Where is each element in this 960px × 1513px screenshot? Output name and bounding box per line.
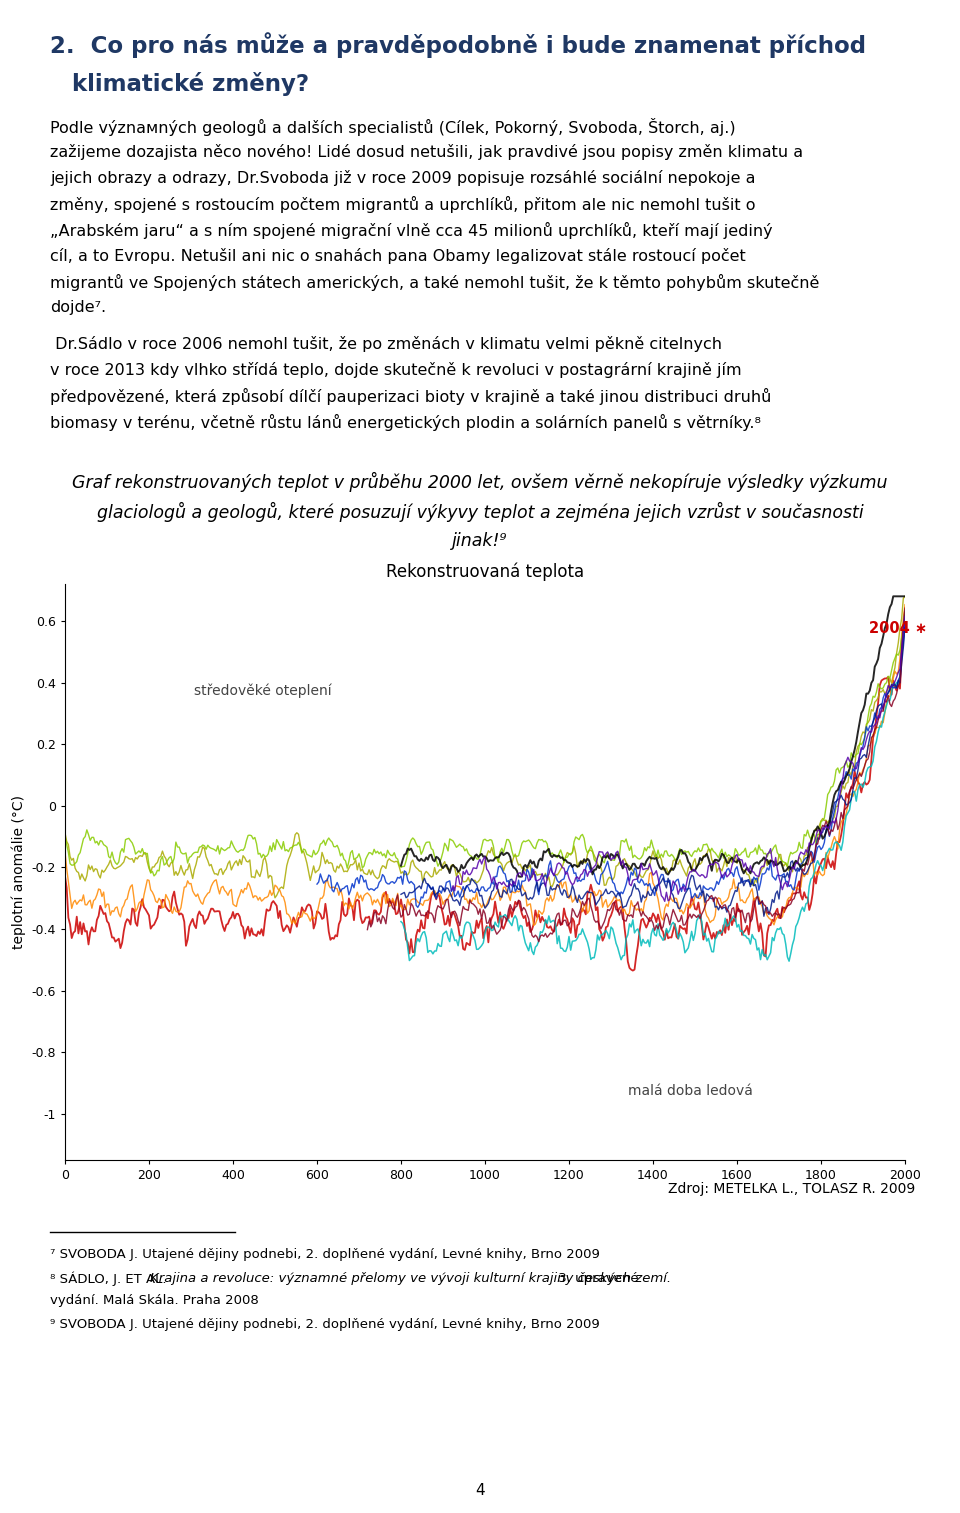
Text: jejich obrazy a odrazy, Dr.Svoboda již v roce 2009 popisuje rozsáhlé sociální ne: jejich obrazy a odrazy, Dr.Svoboda již v… bbox=[50, 169, 756, 186]
Text: ⁹ SVOBODA J. Utajené dějiny podnebi, 2. doplňené vydání, Levné knihy, Brno 2009: ⁹ SVOBODA J. Utajené dějiny podnebi, 2. … bbox=[50, 1318, 600, 1331]
Text: Graf rekonstruovaných teplot v průběhu 2000 let, ovšem věrně nekopíruje výsledky: Graf rekonstruovaných teplot v průběhu 2… bbox=[72, 472, 888, 492]
Text: 2.  Co pro nás může a pravděpodobně i bude znamenat příchod: 2. Co pro nás může a pravděpodobně i bud… bbox=[50, 32, 866, 57]
Text: ⁷ SVOBODA J. Utajené dějiny podnebi, 2. doplňené vydání, Levné knihy, Brno 2009: ⁷ SVOBODA J. Utajené dějiny podnebi, 2. … bbox=[50, 1248, 600, 1260]
Text: dojde⁷.: dojde⁷. bbox=[50, 300, 107, 315]
Text: malá doba ledová: malá doba ledová bbox=[629, 1085, 754, 1098]
Text: Krajina a revoluce: významné přelomy ve vývoji kulturní krajiny českých zemí.: Krajina a revoluce: významné přelomy ve … bbox=[150, 1272, 671, 1285]
Text: klimatické změny?: klimatické změny? bbox=[72, 73, 309, 95]
Text: v roce 2013 kdy vlhko střídá teplo, dojde skutečně k revoluci v postagrární kraj: v roce 2013 kdy vlhko střídá teplo, dojd… bbox=[50, 362, 742, 378]
Text: Zdroj: METELKA L., TOLASZ R. 2009: Zdroj: METELKA L., TOLASZ R. 2009 bbox=[668, 1182, 915, 1195]
Text: cíl, a to Evropu. Netušil ani nic o snahách pana Obamy legalizovat stále rostouc: cíl, a to Evropu. Netušil ani nic o snah… bbox=[50, 248, 746, 263]
Text: jinak!⁹: jinak!⁹ bbox=[452, 533, 508, 551]
Text: zažijeme dozajista něco nového! Lidé dosud netušili, jak pravdivé jsou popisy zm: zažijeme dozajista něco nového! Lidé dos… bbox=[50, 144, 804, 160]
Text: glaciologů a geologů, které posuzují výkyvy teplot a zejména jejich vzrůst v sou: glaciologů a geologů, které posuzují výk… bbox=[97, 502, 863, 522]
Text: 3. upravené: 3. upravené bbox=[554, 1272, 638, 1285]
Text: 2004 ∗: 2004 ∗ bbox=[870, 622, 927, 637]
Text: 4: 4 bbox=[475, 1483, 485, 1498]
Text: předpovězené, která způsobí dílčí pauperizaci bioty v krajině a také jinou distr: předpovězené, která způsobí dílčí pauper… bbox=[50, 387, 772, 405]
Text: Dr.Sádlo v roce 2006 nemohl tušit, že po změnách v klimatu velmi pěkně citelnych: Dr.Sádlo v roce 2006 nemohl tušit, že po… bbox=[50, 336, 722, 353]
Title: Rekonstruovaná teplota: Rekonstruovaná teplota bbox=[386, 563, 584, 581]
Text: „Arabském jaru“ a s ním spojené migrační vlně cca 45 milionů uprchlíků, kteří ma: „Arabském jaru“ a s ním spojené migrační… bbox=[50, 222, 773, 239]
Text: ⁸ SÁDLO, J. ET AL.: ⁸ SÁDLO, J. ET AL. bbox=[50, 1272, 171, 1286]
Text: změny, spojené s rostoucím počtem migrantů a uprchlíků, přitom ale nic nemohl tu: změny, spojené s rostoucím počtem migran… bbox=[50, 197, 756, 213]
Text: biomasy v terénu, včetně růstu lánů energetických plodin a solárních panelů s vě: biomasy v terénu, včetně růstu lánů ener… bbox=[50, 415, 761, 431]
Text: Podle význамných geologů a dalších specialistů (Cílek, Pokorný, Svoboda, Štorch,: Podle význамných geologů a dalších speci… bbox=[50, 118, 735, 136]
Text: středověké oteplení: středověké oteplení bbox=[194, 684, 331, 697]
Text: migrantů ve Spojených státech amerických, a také nemohl tušit, že k těmto pohybů: migrantů ve Spojených státech amerických… bbox=[50, 274, 820, 290]
Y-axis label: teplotní anomálie (°C): teplotní anomálie (°C) bbox=[12, 794, 26, 949]
Text: vydání. Malá Skála. Praha 2008: vydání. Malá Skála. Praha 2008 bbox=[50, 1294, 259, 1307]
